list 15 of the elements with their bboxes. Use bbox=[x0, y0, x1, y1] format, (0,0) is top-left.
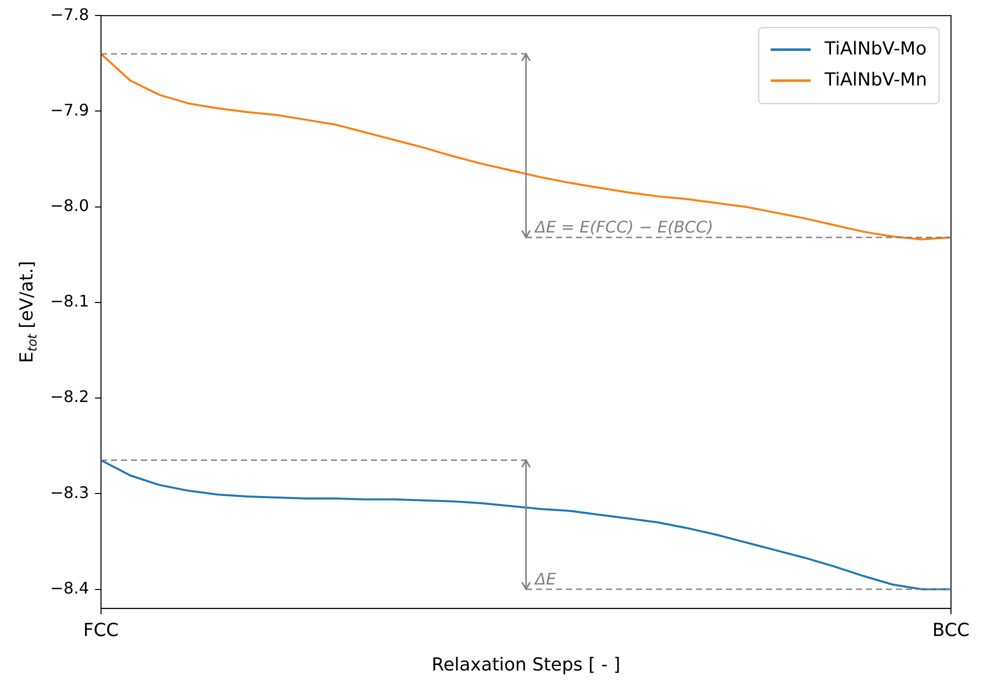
y-tick-label: −8.0 bbox=[50, 196, 89, 215]
y-tick-label: −8.4 bbox=[50, 578, 89, 598]
y-tick-label: −7.8 bbox=[50, 4, 89, 24]
annotation: ΔE bbox=[533, 569, 557, 588]
y-tick-label: −8.1 bbox=[50, 292, 89, 311]
y-tick-label: −8.2 bbox=[50, 387, 89, 406]
y-axis-title: Etot [eV/at.] bbox=[16, 261, 40, 363]
x-tick-label: BCC bbox=[932, 620, 970, 641]
legend-label: TiAlNbV-Mo bbox=[824, 38, 927, 60]
x-axis-title: Relaxation Steps [ - ] bbox=[432, 654, 620, 676]
legend-label: TiAlNbV-Mn bbox=[824, 69, 928, 90]
annotation: ΔE = E(FCC) − E(BCC) bbox=[533, 218, 714, 237]
x-tick-label: FCC bbox=[83, 620, 119, 641]
y-tick-label: −8.3 bbox=[50, 482, 89, 502]
y-tick-label: −7.9 bbox=[50, 100, 89, 120]
